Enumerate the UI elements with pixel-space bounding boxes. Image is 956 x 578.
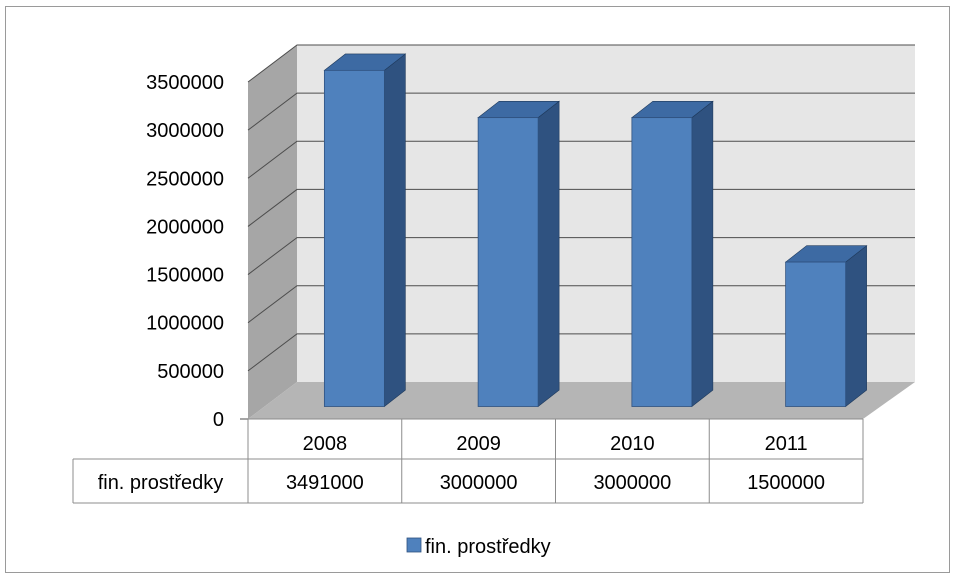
- bar-front: [477, 117, 539, 407]
- y-tick-label: 2000000: [146, 216, 224, 238]
- data-table: fin. prostředky 2008 3491000 2009 3000000 201…: [72, 418, 864, 504]
- bar-2011: [784, 245, 868, 408]
- bar-2009: [477, 100, 560, 408]
- bar-side: [537, 100, 560, 408]
- legend-label: fin. prostředky: [425, 536, 551, 558]
- x-category-label: 2009: [456, 433, 501, 455]
- table-value-cell: 3000000: [440, 472, 518, 494]
- bar-2008: [323, 53, 407, 408]
- table-row-label: fin. prostředky: [98, 472, 224, 494]
- bar-front: [631, 117, 693, 407]
- gridline: [247, 92, 915, 131]
- y-tick-label: 0: [213, 409, 224, 431]
- back-wall: [297, 45, 915, 382]
- chart-walls: [248, 45, 915, 419]
- legend-swatch: [406, 537, 422, 553]
- bar-side: [384, 53, 406, 408]
- bars: [323, 53, 868, 408]
- y-axis-tick-labels: 0 500000 1000000 1500000 2000000 2500000 30000…: [146, 72, 224, 431]
- y-tick-label: 500000: [157, 361, 224, 383]
- y-tick-label: 3500000: [146, 72, 224, 94]
- bar-2010: [631, 100, 714, 408]
- bar-front: [785, 261, 847, 407]
- side-wall: [248, 45, 297, 419]
- bar-side: [691, 100, 714, 408]
- bar-side: [845, 245, 867, 408]
- gridline: [247, 44, 915, 83]
- y-tick-label: 1000000: [146, 313, 224, 335]
- bar-front: [323, 69, 385, 407]
- x-category-label: 2008: [303, 433, 348, 455]
- y-tick-label: 2500000: [146, 168, 224, 190]
- x-category-label: 2011: [765, 433, 808, 455]
- x-category-label: 2010: [610, 433, 655, 455]
- y-tick-label: 1500000: [146, 265, 224, 287]
- table-value-cell: 3491000: [286, 472, 364, 494]
- table-value-cell: 1500000: [747, 472, 825, 494]
- table-value-cell: 3000000: [593, 472, 671, 494]
- legend: fin. prostředky: [406, 536, 551, 558]
- y-tick-label: 3000000: [146, 120, 224, 142]
- floor: [248, 382, 915, 419]
